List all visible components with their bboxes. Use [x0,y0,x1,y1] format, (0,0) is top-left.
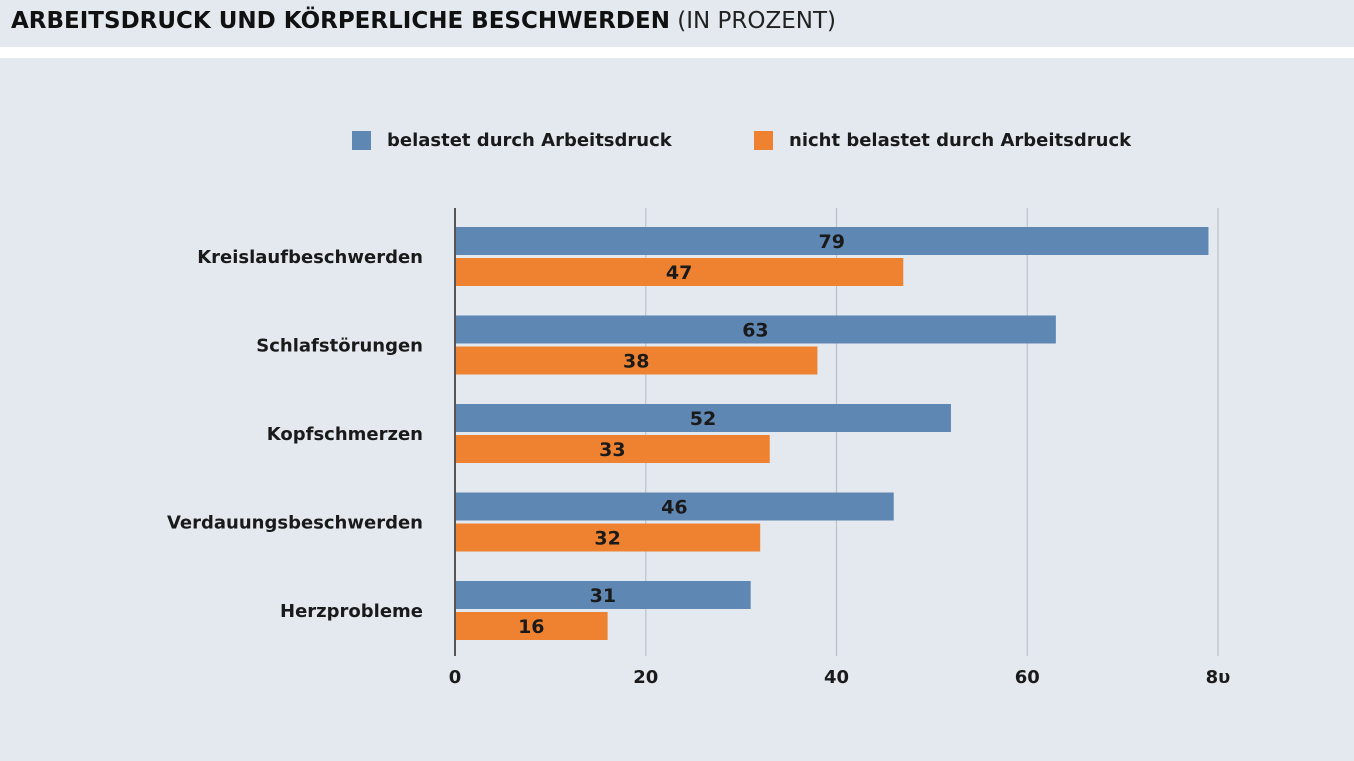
category-label: Herzprobleme [280,601,423,622]
x-tick-label: 8υ [1206,667,1231,688]
data-label: 46 [661,497,687,519]
data-label: 33 [599,439,625,461]
data-label: 47 [666,262,692,284]
category-label: Verdauungsbeschwerden [167,513,423,534]
category-label: Schlafstörungen [256,336,423,357]
x-tick-label: 0 [449,667,462,688]
title-bar: ARBEITSDRUCK UND KÖRPERLICHE BESCHWERDEN… [0,0,1354,46]
category-label: Kreislaufbeschwerden [197,247,423,268]
data-label: 16 [518,616,544,638]
chart-title: ARBEITSDRUCK UND KÖRPERLICHE BESCHWERDEN… [11,8,836,34]
data-label: 31 [590,585,616,607]
legend-label-2: nicht belastet durch Arbeitsdruck [789,130,1132,151]
chart-panel: belastet durch Arbeitsdruck nicht belaste… [0,58,1354,761]
x-tick-label: 20 [633,667,658,688]
bar-series-2 [456,523,761,552]
bar-series-1 [456,404,951,432]
bar-series-2 [456,435,770,463]
bar-series-1 [456,227,1209,255]
legend-swatch-1 [352,131,371,150]
x-tick-label: 40 [824,667,849,688]
bar-series-2 [456,612,608,640]
bar-series-2 [456,258,904,286]
legend-swatch-2 [754,131,773,150]
bar-series-1 [456,315,1056,344]
bar-series-1 [456,492,894,521]
data-label: 79 [819,231,845,253]
data-label: 32 [594,528,620,550]
legend-label-1: belastet durch Arbeitsdruck [387,130,673,151]
data-label: 38 [623,351,649,373]
data-label: 52 [690,408,716,430]
x-tick-label: 60 [1015,667,1040,688]
data-label: 63 [742,320,768,342]
bar-chart: belastet durch Arbeitsdruck nicht belaste… [167,130,1231,688]
category-label: Kopfschmerzen [267,424,423,445]
chart-title-unit: (IN PROZENT) [677,8,837,34]
chart-title-main: ARBEITSDRUCK UND KÖRPERLICHE BESCHWERDEN [11,8,670,34]
title-divider [0,47,1354,58]
bar-series-1 [456,581,751,609]
bar-series-2 [456,346,818,375]
